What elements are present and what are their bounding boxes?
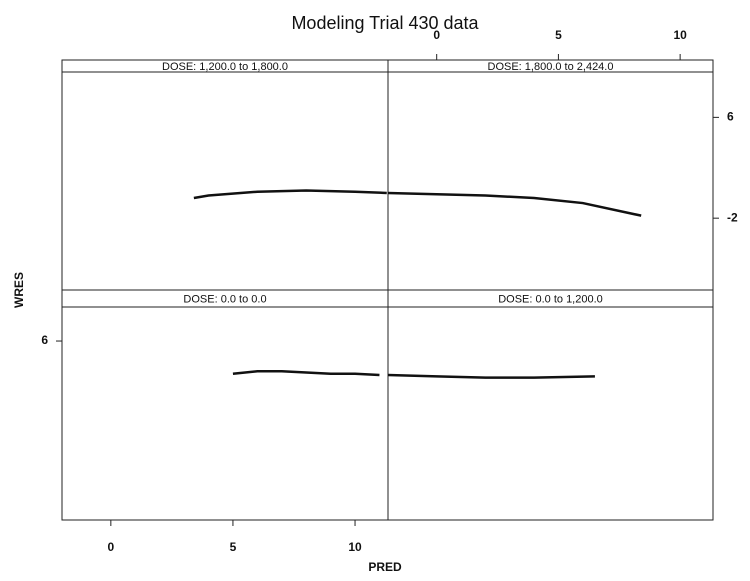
y-tick-label: -2	[727, 210, 738, 224]
x-tick-label: 5	[230, 540, 237, 554]
strip-label: DOSE: 1,800.0 to 2,424.0	[488, 61, 614, 73]
panel-frame	[387, 71, 714, 291]
strip-label: DOSE: 1,200.0 to 1,800.0	[162, 61, 288, 73]
strip-label: DOSE: 0.0 to 1,200.0	[498, 293, 603, 305]
y-tick-label: 6	[727, 110, 734, 124]
x-tick-label: 10	[673, 28, 687, 42]
panel-frame	[387, 306, 714, 521]
smooth-line	[387, 191, 642, 217]
y-tick-label: 6	[41, 333, 48, 347]
panel-frame	[61, 71, 389, 291]
smooth-line	[387, 373, 595, 379]
x-tick-label: 5	[555, 28, 562, 42]
smooth-line	[193, 189, 387, 200]
smooth-line	[232, 370, 380, 377]
x-tick-label: 10	[348, 540, 362, 554]
x-tick-label: 0	[107, 540, 114, 554]
panel-frame	[61, 306, 389, 521]
y-axis-label: WRES	[12, 272, 26, 308]
x-tick-label: 0	[433, 28, 440, 42]
strip-label: DOSE: 0.0 to 0.0	[183, 293, 266, 305]
strip	[387, 59, 714, 73]
chart-title: Modeling Trial 430 data	[291, 13, 479, 33]
x-axis-label: PRED	[368, 560, 402, 574]
